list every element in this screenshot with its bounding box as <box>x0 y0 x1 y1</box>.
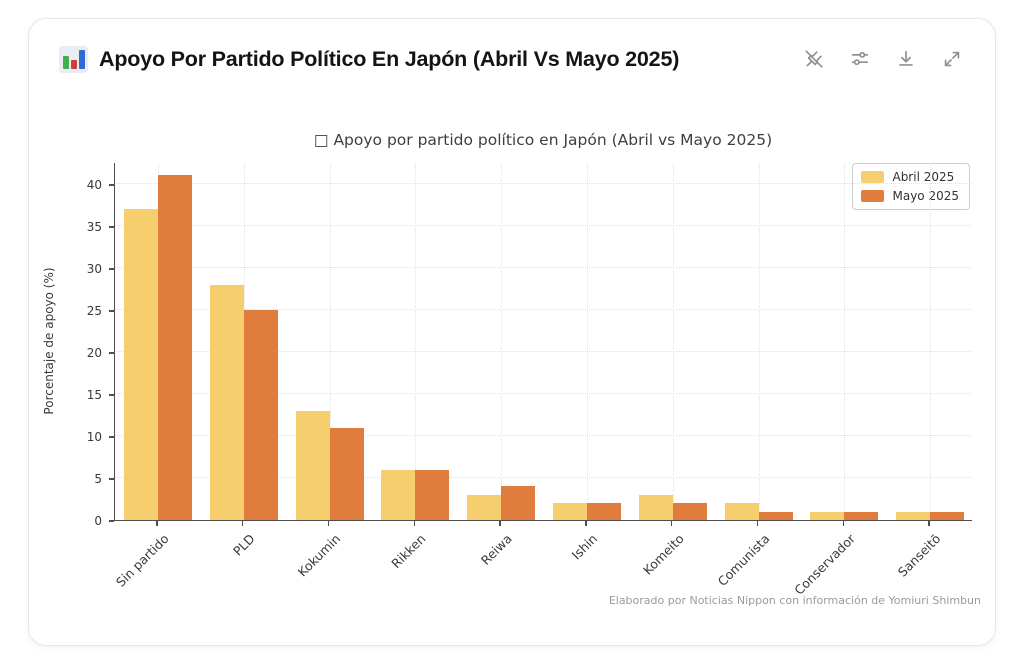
y-tick-label: 10 <box>86 429 102 444</box>
x-tick-mark <box>499 521 501 526</box>
y-tick-mark <box>109 520 114 522</box>
gridline-horizontal <box>115 392 972 394</box>
x-tick-mark <box>327 521 330 526</box>
bar-abril <box>552 503 587 520</box>
gridline-vertical <box>329 163 331 520</box>
x-axis: Sin partido PLD Kokumin Rikken Reiwa Ishin Kom… <box>113 521 972 611</box>
gridline-horizontal <box>115 434 972 436</box>
bar-abril <box>896 511 931 520</box>
y-tick-mark <box>109 268 114 270</box>
sliders-icon[interactable] <box>845 44 875 74</box>
legend-item: Mayo 2025 <box>861 189 959 203</box>
bar-abril <box>467 494 502 520</box>
y-tick-mark <box>109 478 114 480</box>
gridline-vertical <box>672 163 674 520</box>
x-tick-mark <box>413 521 415 526</box>
gridline-horizontal <box>115 308 972 310</box>
y-tick-label: 30 <box>86 261 102 276</box>
y-tick-label: 0 <box>94 514 102 528</box>
bar-abril <box>724 503 759 520</box>
y-axis: 0 5 10 15 20 25 30 35 40 <box>29 163 114 528</box>
y-tick-label: 15 <box>86 387 102 402</box>
x-tick-mark <box>671 521 673 526</box>
y-tick-label: 40 <box>86 177 102 192</box>
bar-mayo <box>501 486 536 520</box>
card-header: Apoyo Por Partido Político En Japón (Abr… <box>29 19 995 74</box>
legend-swatch <box>861 190 885 202</box>
download-icon[interactable] <box>891 44 921 74</box>
bar-abril <box>123 209 158 520</box>
y-tick-mark <box>109 436 114 438</box>
legend: Abril 2025 Mayo 2025 <box>852 163 970 210</box>
bar-abril <box>295 410 330 520</box>
toolbar <box>799 44 967 74</box>
gridline-vertical <box>844 163 846 520</box>
x-tick-mark <box>842 521 844 526</box>
chart-card: Apoyo Por Partido Político En Japón (Abr… <box>28 18 996 646</box>
gridline-vertical <box>501 163 503 520</box>
legend-item: Abril 2025 <box>861 170 959 184</box>
source-note: Elaborado por Noticias Nippon con inform… <box>608 594 981 607</box>
gridline-vertical <box>930 163 932 520</box>
expand-icon[interactable] <box>937 44 967 74</box>
gridline-horizontal <box>115 476 972 478</box>
bar-abril <box>209 284 244 520</box>
gridline-vertical <box>415 163 417 520</box>
figure: □ Apoyo por partido político en Japón (A… <box>29 19 995 645</box>
plot-area: Abril 2025 Mayo 2025 <box>114 163 972 521</box>
gridline-horizontal <box>115 266 972 268</box>
chart-title: □ Apoyo por partido político en Japón (A… <box>313 131 773 149</box>
x-tick-mark <box>928 521 930 526</box>
bar-mayo <box>672 503 707 520</box>
legend-label: Abril 2025 <box>892 170 955 184</box>
bar-mayo <box>415 469 450 520</box>
header-left: Apoyo Por Partido Político En Japón (Abr… <box>59 45 799 73</box>
pin-off-icon[interactable] <box>799 44 829 74</box>
card-title: Apoyo Por Partido Político En Japón (Abr… <box>99 46 680 71</box>
gridline-horizontal <box>115 350 972 352</box>
bar-mayo <box>586 503 621 520</box>
bar-chart-emoji-icon <box>59 45 88 73</box>
bar-mayo <box>329 427 364 520</box>
x-tick-mark <box>756 521 759 526</box>
gridline-horizontal <box>115 224 972 226</box>
x-tick-mark <box>585 521 587 526</box>
bar-mayo <box>758 511 793 520</box>
x-tick-mark <box>156 521 158 526</box>
y-tick-mark <box>109 310 114 312</box>
y-tick-label: 25 <box>86 303 102 318</box>
y-tick-mark <box>109 184 114 186</box>
bar-mayo <box>157 175 192 520</box>
gridline-horizontal <box>115 182 972 184</box>
y-tick-label: 20 <box>86 345 102 360</box>
bar-mayo <box>844 511 879 520</box>
gridline-vertical <box>586 163 588 520</box>
y-tick-mark <box>109 352 114 354</box>
bar-abril <box>638 494 673 520</box>
legend-label: Mayo 2025 <box>892 189 959 203</box>
legend-swatch <box>861 171 885 183</box>
bar-abril <box>810 511 845 520</box>
y-tick-mark <box>109 226 114 228</box>
y-tick-label: 35 <box>86 219 102 234</box>
gridline-vertical <box>758 163 760 520</box>
y-tick-label: 5 <box>94 471 102 486</box>
bar-abril <box>381 469 416 520</box>
y-tick-mark <box>109 394 114 396</box>
bar-mayo <box>930 511 965 520</box>
bar-mayo <box>243 309 278 520</box>
x-tick-mark <box>242 521 244 526</box>
